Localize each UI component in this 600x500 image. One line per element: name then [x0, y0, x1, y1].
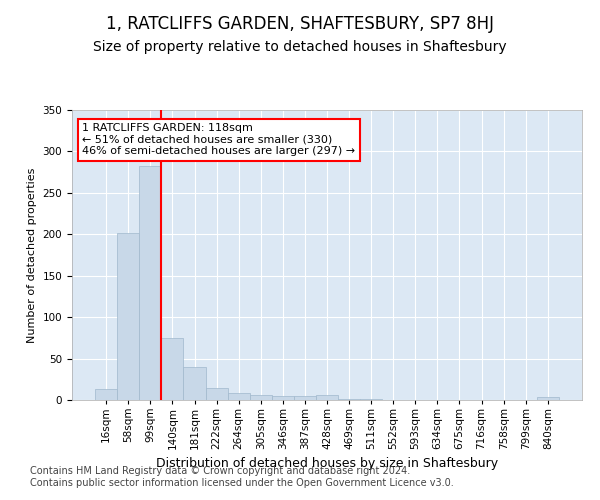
X-axis label: Distribution of detached houses by size in Shaftesbury: Distribution of detached houses by size …: [156, 458, 498, 470]
Bar: [184, 367, 206, 400]
Bar: [95, 389, 117, 400]
Bar: [250, 395, 272, 400]
Bar: [316, 395, 338, 400]
Text: 1, RATCLIFFS GARDEN, SHAFTESBURY, SP7 8HJ: 1, RATCLIFFS GARDEN, SHAFTESBURY, SP7 8H…: [106, 15, 494, 33]
Bar: [139, 166, 161, 400]
Text: Contains HM Land Registry data © Crown copyright and database right 2024.
Contai: Contains HM Land Registry data © Crown c…: [30, 466, 454, 487]
Bar: [294, 396, 316, 400]
Bar: [360, 399, 382, 400]
Bar: [227, 394, 250, 400]
Bar: [161, 338, 184, 400]
Bar: [117, 232, 139, 400]
Text: 1 RATCLIFFS GARDEN: 118sqm
← 51% of detached houses are smaller (330)
46% of sem: 1 RATCLIFFS GARDEN: 118sqm ← 51% of deta…: [82, 123, 355, 156]
Text: Size of property relative to detached houses in Shaftesbury: Size of property relative to detached ho…: [93, 40, 507, 54]
Bar: [338, 399, 360, 400]
Bar: [272, 396, 294, 400]
Bar: [206, 388, 227, 400]
Y-axis label: Number of detached properties: Number of detached properties: [27, 168, 37, 342]
Bar: [537, 396, 559, 400]
